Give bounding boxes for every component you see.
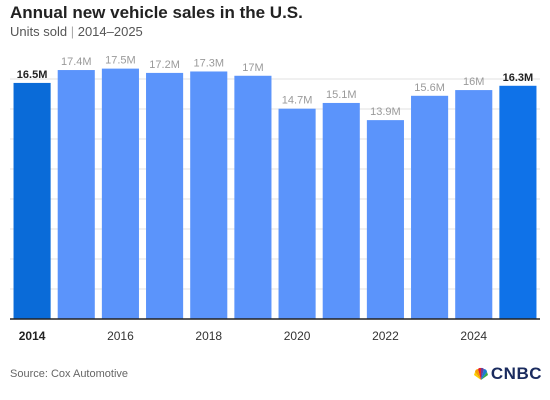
chart-subtitle: Units sold | 2014–2025 [10,24,143,39]
data-label-2016: 17.5M [105,55,136,67]
x-tick-label-2016: 2016 [107,329,134,343]
chart-title: Annual new vehicle sales in the U.S. [10,3,303,22]
x-tick-label-2018: 2018 [195,329,222,343]
data-label-2014: 16.5M [17,69,48,81]
bar-2015 [57,70,95,319]
subtitle-range: 2014–2025 [77,24,143,39]
bar-2025 [499,85,537,320]
x-tick-label-2020: 2020 [284,329,311,343]
data-label-2022: 13.9M [370,106,401,118]
bar-2017 [146,72,184,320]
x-tick-label-2022: 2022 [372,329,399,343]
bar-2022 [366,120,404,319]
bar-2018 [190,71,228,319]
x-tick-label-2024: 2024 [460,329,487,343]
data-label-2017: 17.2M [149,59,180,71]
cnbc-logo-text: CNBC [490,364,542,383]
cnbc-logo: CNBC [473,364,542,384]
data-label-2019: 17M [242,62,263,74]
bar-2016 [101,68,139,319]
x-tick-label-2014: 2014 [19,329,46,343]
data-label-2015: 17.4M [61,56,92,68]
data-label-2018: 17.3M [193,57,224,69]
subtitle-separator: | [70,24,75,39]
data-label-2024: 16M [463,76,484,88]
data-label-2023: 15.6M [414,82,445,94]
bar-2020 [278,108,316,319]
bar-2014 [13,82,51,319]
bar-2024 [455,90,493,319]
data-label-2025: 16.3M [503,72,534,84]
cnbc-peacock-icon [473,367,488,380]
bar-2019 [234,75,272,319]
bar-2021 [322,102,360,319]
data-label-2020: 14.7M [282,95,313,107]
bar-2023 [411,95,449,319]
subtitle-measure: Units sold [10,24,68,39]
bar-chart: 16.5M 2014 17.4M 17.5M 2016 17.2M 17.3M 2018 17M… [10,55,540,343]
source-note: Source: Cox Automotive [10,368,129,380]
data-label-2021: 15.1M [326,89,357,101]
